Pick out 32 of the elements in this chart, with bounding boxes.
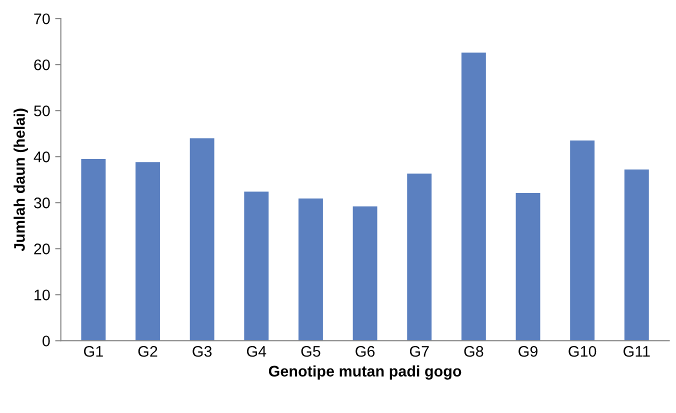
x-tick-label: G9 bbox=[518, 346, 538, 357]
x-tick-label: G1 bbox=[84, 346, 103, 357]
x-tick-label: G11 bbox=[624, 346, 650, 357]
bar bbox=[190, 138, 214, 341]
y-tick-label: 50 bbox=[34, 105, 50, 116]
y-tick-label: 70 bbox=[34, 13, 50, 24]
bar bbox=[570, 140, 595, 341]
bar bbox=[352, 206, 378, 341]
bar bbox=[81, 158, 106, 341]
y-tick-label: 40 bbox=[34, 152, 50, 162]
bar bbox=[244, 192, 269, 341]
y-tick-label: 30 bbox=[34, 198, 50, 208]
bar bbox=[298, 198, 323, 341]
x-tick-label: G7 bbox=[410, 346, 429, 357]
y-axis-title: Jumlah daun (helai) bbox=[14, 108, 28, 252]
bar bbox=[461, 52, 486, 341]
y-tick-label: 0 bbox=[42, 336, 50, 346]
y-tick-label: 10 bbox=[34, 290, 50, 300]
bar bbox=[136, 162, 160, 341]
x-tick-label: G10 bbox=[568, 346, 596, 357]
bar bbox=[516, 193, 540, 341]
y-tick-label: 20 bbox=[34, 244, 50, 254]
bar bbox=[407, 174, 432, 341]
x-tick-label: G8 bbox=[464, 346, 484, 357]
x-tick-label: G5 bbox=[301, 346, 320, 357]
bar bbox=[624, 170, 649, 341]
x-tick-label: G2 bbox=[138, 346, 158, 357]
x-tick-label: G4 bbox=[246, 346, 266, 357]
y-tick-label: 60 bbox=[34, 59, 50, 70]
x-axis-title: Genotipe mutan padi gogo bbox=[268, 365, 462, 380]
x-tick-label: G6 bbox=[356, 346, 375, 357]
x-tick-label: G3 bbox=[192, 346, 212, 357]
